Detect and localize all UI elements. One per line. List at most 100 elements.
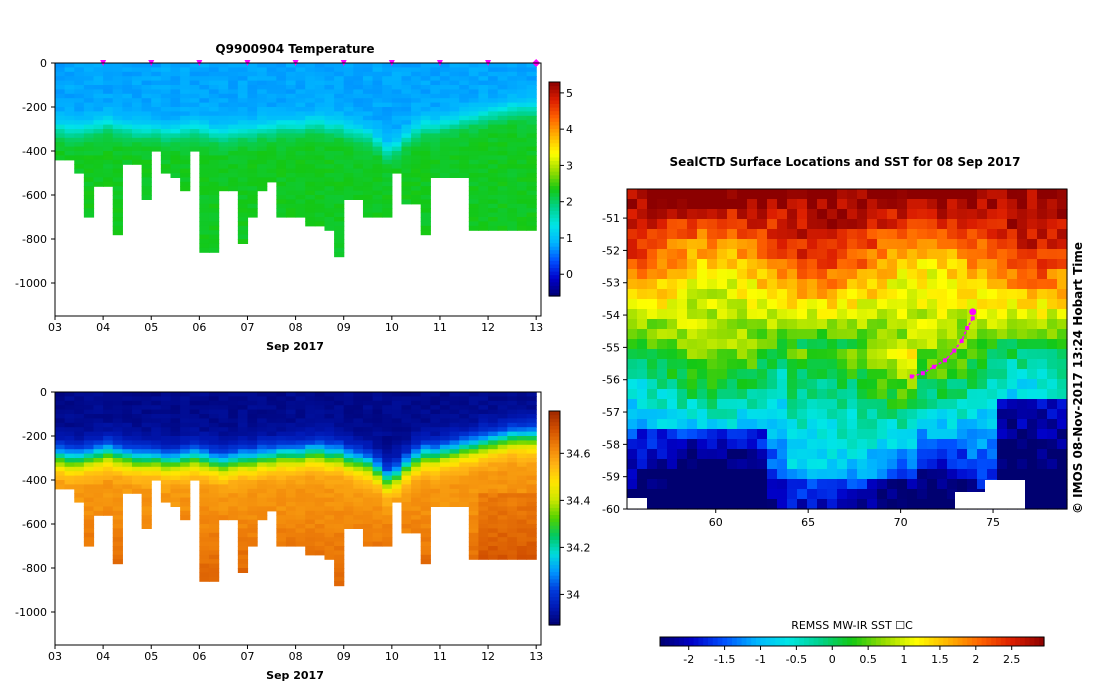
profile-cell <box>343 488 354 494</box>
profile-cell <box>420 396 431 402</box>
sst-cell <box>697 369 708 380</box>
sst-cell <box>1057 499 1068 510</box>
colorbar-segment <box>693 637 699 646</box>
sst-cell <box>807 279 818 290</box>
profile-cell <box>208 475 220 481</box>
profile-cell <box>103 466 114 472</box>
sst-cell <box>957 229 968 240</box>
profile-cell <box>276 414 287 419</box>
profile-cell <box>103 151 114 156</box>
sst-cell <box>1037 289 1048 300</box>
profile-cell <box>507 436 518 441</box>
sst-cell <box>747 419 758 430</box>
profile-cell <box>497 546 508 551</box>
colorbar-segment <box>549 468 560 473</box>
profile-cell <box>459 120 470 126</box>
profile-cell <box>516 85 528 90</box>
profile-cell <box>122 76 133 82</box>
profile-cell <box>468 67 480 73</box>
profile-cell <box>314 124 326 130</box>
sst-cell <box>627 459 638 470</box>
profile-cell <box>411 405 422 411</box>
profile-cell <box>151 440 162 446</box>
profile-cell <box>276 440 287 446</box>
profile-cell <box>170 98 181 104</box>
profile-cell <box>314 546 326 551</box>
x-tick-label: 06 <box>192 650 206 663</box>
sst-cell <box>677 419 688 430</box>
profile-cell <box>208 111 220 117</box>
sst-cell <box>757 379 768 390</box>
profile-cell <box>257 475 268 481</box>
profile-cell <box>103 431 114 437</box>
sst-cell <box>647 339 658 350</box>
sst-cell <box>977 409 988 420</box>
profile-cell <box>247 115 258 121</box>
profile-cell <box>353 405 364 411</box>
sst-cell <box>797 409 808 420</box>
sst-cell <box>807 359 818 370</box>
colorbar-segment <box>549 564 560 569</box>
profile-cell <box>218 400 229 406</box>
sst-cell <box>937 489 948 500</box>
profile-cell <box>401 67 412 73</box>
sst-cell <box>857 429 868 440</box>
sst-cell <box>807 499 818 510</box>
sst-cell <box>957 199 968 210</box>
profile-cell <box>382 515 393 521</box>
profile-cell <box>488 524 499 529</box>
track-point <box>970 316 975 321</box>
profile-cell <box>516 418 528 424</box>
colorbar-segment <box>549 146 560 151</box>
sst-cell <box>737 219 748 230</box>
sst-cell <box>687 389 698 400</box>
profile-cell <box>362 151 374 156</box>
profile-cell <box>103 458 114 463</box>
profile-cell <box>478 120 489 126</box>
profile-cell <box>228 392 239 397</box>
profile-cell <box>526 63 537 68</box>
profile-cell <box>122 488 133 494</box>
profile-cell <box>411 168 422 174</box>
profile-cell <box>199 80 210 86</box>
sst-cell <box>787 269 798 280</box>
colorbar-segment <box>549 617 560 623</box>
colorbar-segment <box>549 411 560 416</box>
profile-cell <box>430 475 441 481</box>
sst-cell <box>717 359 728 370</box>
profile-cell <box>372 164 383 170</box>
profile-cell <box>208 453 220 459</box>
sst-cell <box>767 469 778 480</box>
profile-cell <box>257 458 268 463</box>
sst-cell <box>997 299 1008 310</box>
profile-cell <box>526 107 537 112</box>
profile-cell <box>247 63 258 68</box>
sst-cell <box>1057 429 1068 440</box>
profile-cell <box>449 89 460 95</box>
profile-cell <box>439 120 451 126</box>
sst-cell <box>687 349 698 360</box>
colorbar-tick-label: -0.5 <box>786 653 807 666</box>
profile-cell <box>237 230 249 236</box>
profile-cell <box>103 422 114 428</box>
profile-cell <box>180 431 191 437</box>
profile-cell <box>362 102 374 108</box>
profile-cell <box>449 475 460 481</box>
x-tick-label: 03 <box>48 321 62 334</box>
colorbar-segment <box>866 637 872 646</box>
track-point <box>920 371 925 376</box>
profile-cell <box>74 124 85 130</box>
profile-cell <box>497 554 508 560</box>
profile-cell <box>247 111 258 117</box>
profile-cell <box>305 177 316 183</box>
sst-cell <box>907 299 918 310</box>
colorbar-segment <box>871 637 877 646</box>
profile-cell <box>266 98 277 104</box>
profile-cell <box>334 493 345 499</box>
sst-cell <box>657 289 668 300</box>
sst-cell <box>877 449 888 460</box>
sst-cell <box>637 389 648 400</box>
profile-cell <box>430 168 441 174</box>
profile-cell <box>112 186 123 192</box>
profile-cell <box>497 414 508 419</box>
